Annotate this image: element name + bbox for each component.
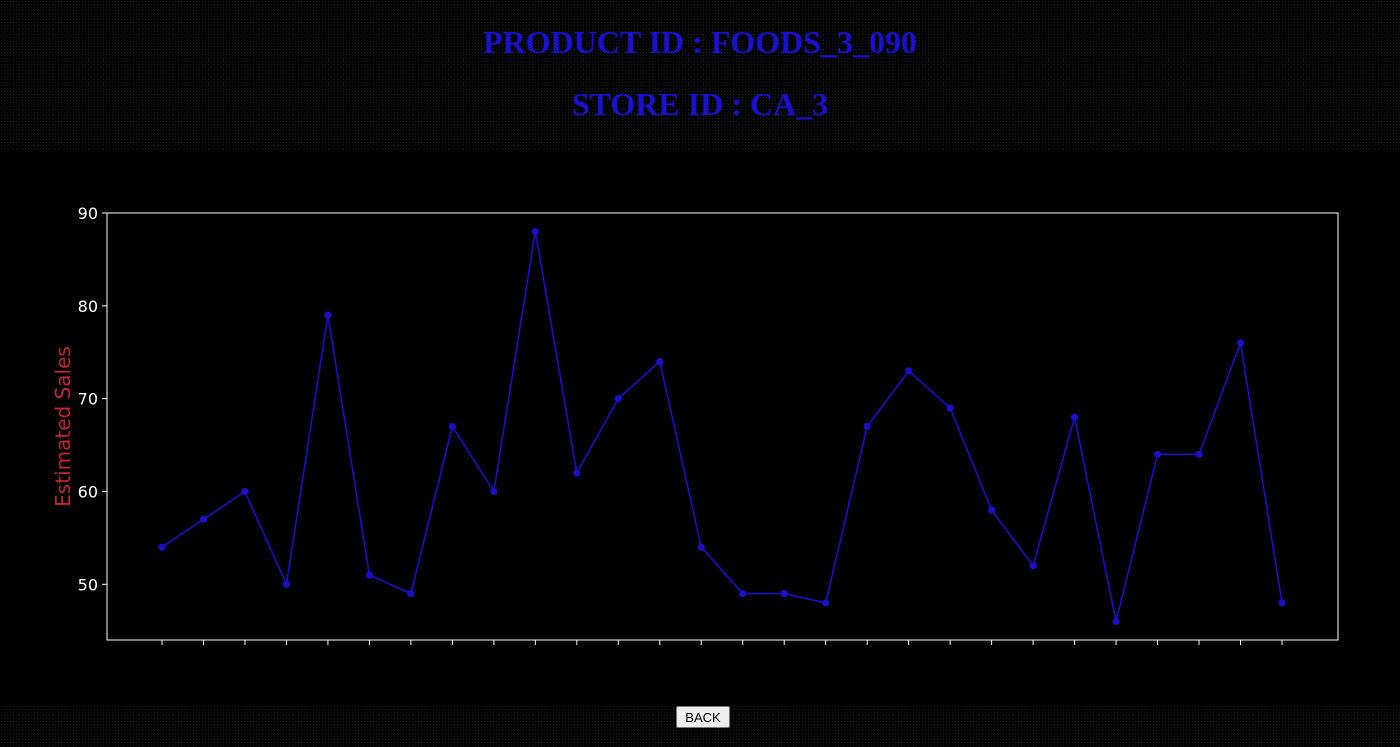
x-tick-label: 18 Jun bbox=[1232, 648, 1250, 695]
data-point bbox=[1070, 413, 1079, 421]
data-point bbox=[490, 487, 498, 496]
series-line bbox=[161, 231, 1283, 622]
x-tick-label: 13 Jun bbox=[1024, 648, 1042, 695]
data-point bbox=[324, 311, 332, 319]
data-point bbox=[739, 589, 747, 598]
data-point bbox=[573, 469, 581, 477]
data-point bbox=[1112, 617, 1120, 626]
data-point bbox=[946, 404, 954, 412]
y-tick-label: 50 bbox=[78, 575, 98, 594]
plot-frame bbox=[106, 212, 1339, 641]
x-tick-label: 31 Ma bbox=[485, 648, 503, 694]
data-point bbox=[365, 571, 374, 579]
x-tick-label: 02 Jun bbox=[568, 648, 586, 695]
x-tick-label: 09 Jun bbox=[858, 648, 876, 695]
x-tick-label: 16 Jun bbox=[1149, 648, 1167, 695]
plot-panel bbox=[0, 150, 1400, 705]
x-tick-label: 19 Jun bbox=[1273, 648, 1291, 695]
data-point bbox=[863, 422, 871, 431]
x-tick-label: 23 Ma bbox=[153, 648, 171, 694]
data-point bbox=[448, 422, 456, 431]
y-tick-label: 70 bbox=[78, 390, 98, 409]
x-tick-label: 07 Jun bbox=[775, 648, 793, 695]
x-tick-label: 04 Jun bbox=[651, 648, 669, 695]
data-point bbox=[1029, 562, 1037, 570]
x-tick-label: 10 Jun bbox=[900, 648, 918, 695]
x-tick-label: 26 Ma bbox=[277, 648, 295, 694]
data-point bbox=[282, 580, 291, 588]
x-tick-label: 15 Jun bbox=[1107, 648, 1125, 695]
x-tick-label: 14 Jun bbox=[1066, 648, 1084, 695]
x-tick-label: 11 Jun bbox=[941, 648, 959, 695]
x-tick-label: 03 Jun bbox=[609, 648, 627, 695]
data-point bbox=[407, 589, 415, 598]
data-point bbox=[158, 543, 166, 551]
data-point bbox=[241, 487, 249, 496]
x-tick-label: 30 Ma bbox=[443, 648, 461, 694]
data-point bbox=[199, 515, 208, 523]
product-title: PRODUCT ID : FOODS_3_090 bbox=[482, 24, 918, 60]
x-tick-label: 12 Jun bbox=[983, 648, 1001, 695]
data-point bbox=[780, 589, 788, 598]
data-point bbox=[905, 367, 913, 375]
data-point bbox=[531, 227, 539, 236]
y-tick-label: 90 bbox=[78, 204, 98, 223]
data-point bbox=[988, 506, 996, 514]
x-tick-label: 05 Jun bbox=[692, 648, 710, 695]
x-tick-label: 08 Jun bbox=[817, 648, 835, 695]
data-point bbox=[822, 599, 830, 607]
data-point bbox=[656, 357, 664, 366]
data-point bbox=[1236, 339, 1245, 347]
y-axis-label: Estimated Sales bbox=[51, 346, 75, 507]
x-tick-label: 27 Ma bbox=[319, 648, 337, 694]
x-tick-label: 06 Jun bbox=[734, 648, 752, 695]
back-button[interactable]: BACK bbox=[676, 706, 730, 728]
data-point bbox=[1153, 450, 1162, 458]
x-tick-label: 28 Ma bbox=[360, 648, 378, 694]
y-tick-label: 80 bbox=[78, 297, 98, 316]
x-tick-label: 01 Jun bbox=[526, 648, 544, 695]
store-title: STORE ID : CA_3 bbox=[571, 86, 829, 122]
y-tick-label: 60 bbox=[78, 482, 98, 501]
data-point bbox=[1195, 450, 1203, 458]
data-point bbox=[1278, 599, 1286, 607]
x-tick-label: 29 Ma bbox=[402, 648, 420, 694]
x-tick-label: 25 Ma bbox=[236, 648, 254, 694]
x-tick-label: 24 Ma bbox=[194, 648, 212, 694]
data-point bbox=[614, 395, 622, 403]
x-tick-label: 17 Jun bbox=[1190, 648, 1208, 695]
data-point bbox=[697, 543, 705, 551]
